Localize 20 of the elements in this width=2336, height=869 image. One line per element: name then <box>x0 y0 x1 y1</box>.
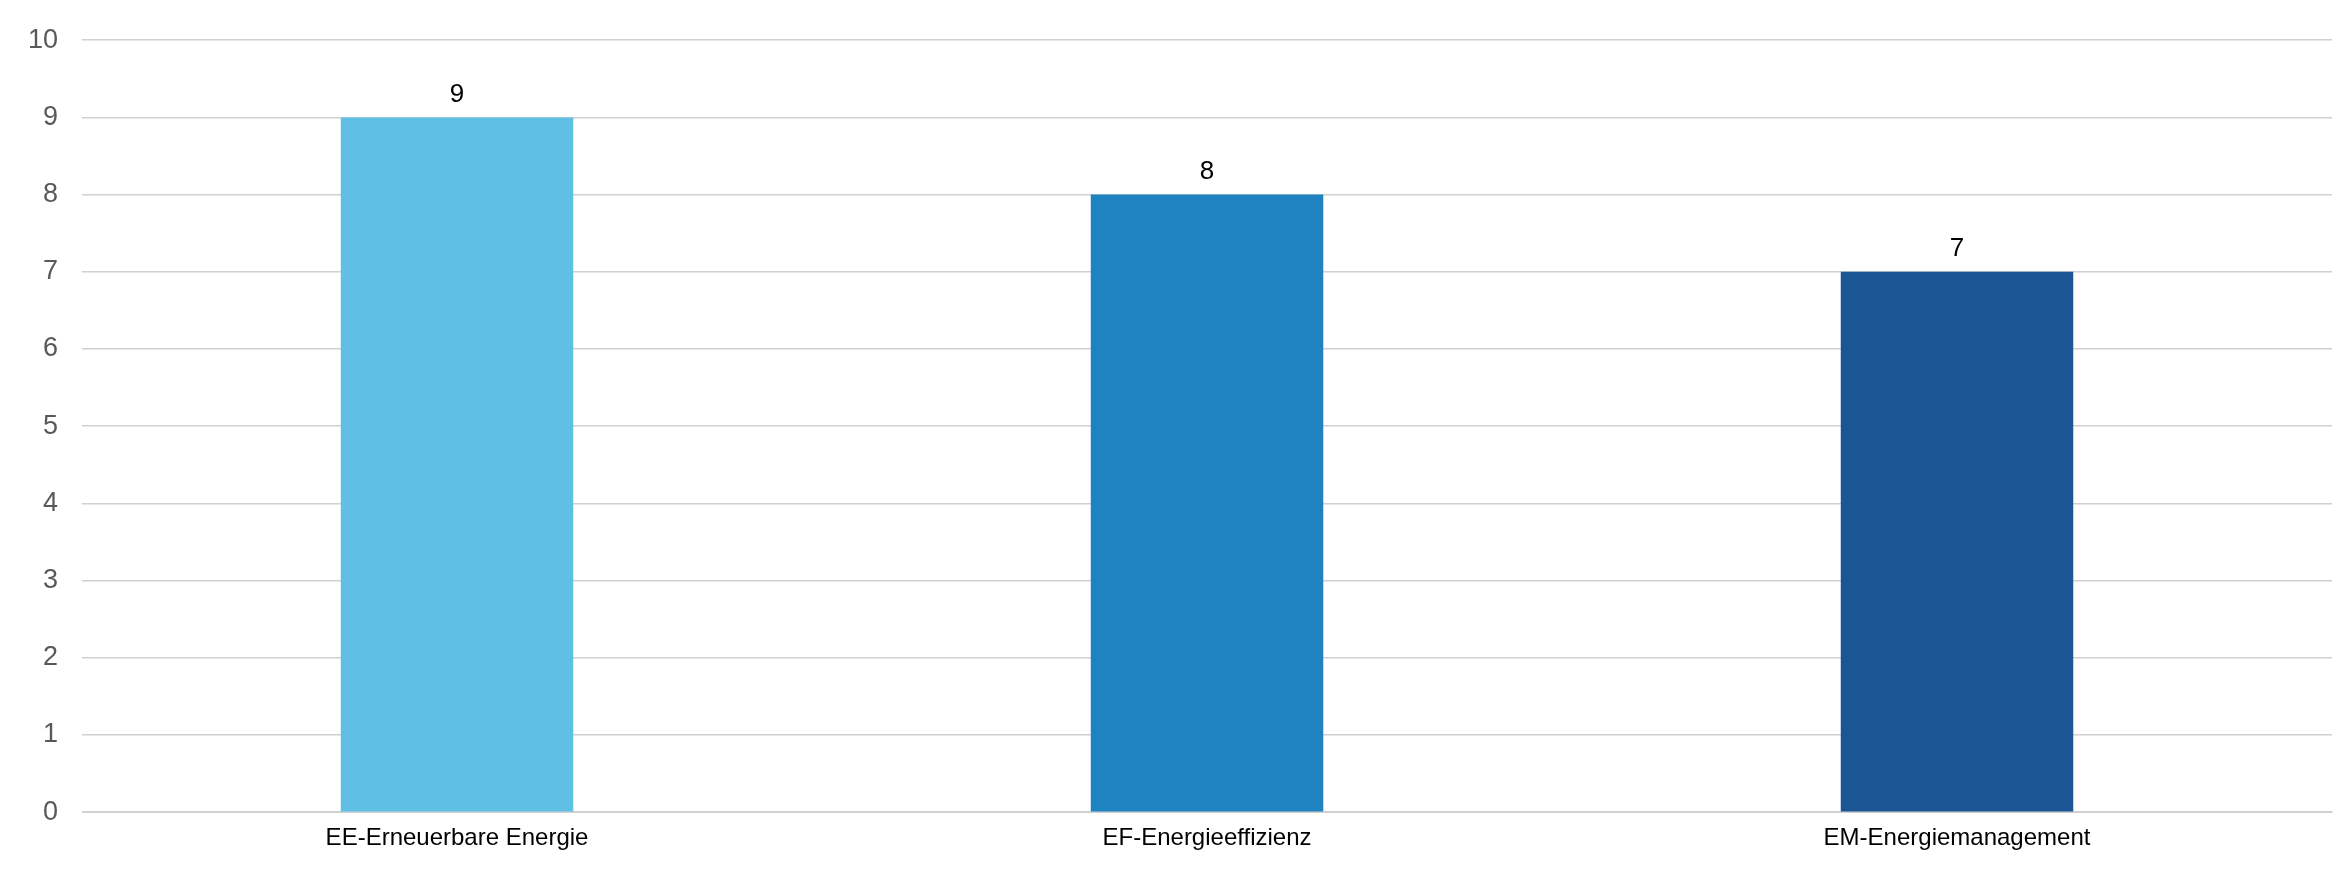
y-tick-label: 0 <box>43 795 59 826</box>
bar <box>340 117 574 812</box>
y-tick-label: 8 <box>43 178 59 209</box>
data-label: 8 <box>1199 154 1215 185</box>
x-tick-label: EF-Energieeffizienz <box>1102 823 1312 851</box>
data-label: 7 <box>1949 231 1965 262</box>
y-tick-label: 10 <box>27 23 59 54</box>
y-tick-label: 4 <box>43 486 59 517</box>
y-tick-label: 1 <box>43 718 59 749</box>
y-tick-label: 7 <box>43 255 59 286</box>
x-tick-label: EE-Erneuerbare Energie <box>325 823 589 851</box>
x-tick-label: EM-Energiemanagement <box>1823 823 2091 851</box>
y-tick-label: 3 <box>43 564 59 595</box>
y-tick-label: 9 <box>43 100 59 131</box>
y-tick-label: 2 <box>43 641 59 672</box>
bar <box>1840 271 2074 812</box>
data-label: 9 <box>449 77 465 108</box>
y-tick-label: 6 <box>43 332 59 363</box>
y-tick-label: 5 <box>43 409 59 440</box>
bar <box>1090 194 1324 812</box>
